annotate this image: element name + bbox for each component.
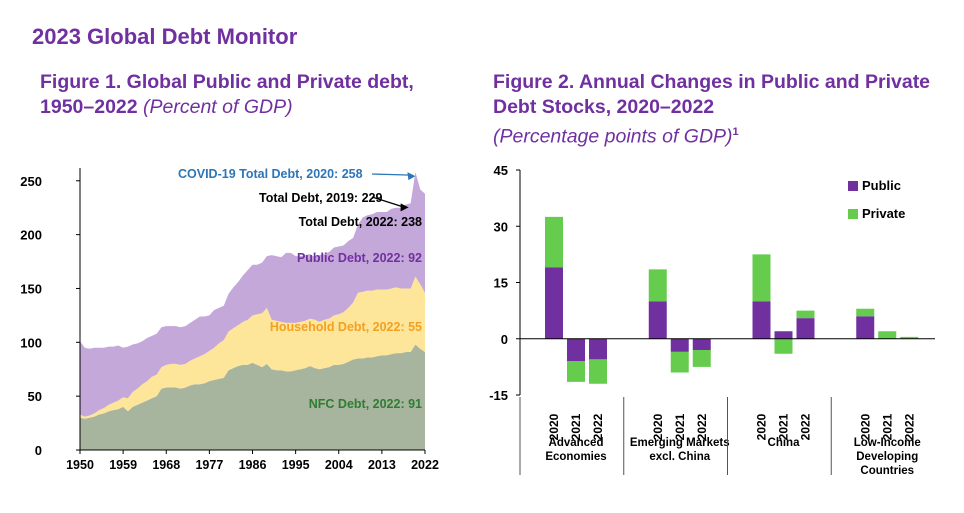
annotation-public-2022: Public Debt, 2022: 92 <box>297 251 422 265</box>
figure2-title: Figure 2. Annual Changes in Public and P… <box>493 70 953 150</box>
y-tick-label: 15 <box>494 276 508 291</box>
x-tick-label: 2021 <box>880 413 894 440</box>
group-label: Economies <box>545 451 606 463</box>
x-tick-label: 1950 <box>66 458 94 472</box>
x-tick-label: 2022 <box>411 458 439 472</box>
x-tick-label: 1977 <box>195 458 223 472</box>
area-public-debt <box>80 172 425 417</box>
bar-public <box>856 316 875 339</box>
annotation-arrow-line <box>371 196 405 209</box>
annotation-arrowhead <box>407 172 416 181</box>
bar-private <box>692 350 711 367</box>
annotation-arrow-line <box>371 173 412 176</box>
annotation-arrowhead <box>400 203 409 212</box>
bar-private <box>567 361 585 382</box>
figure2-title-main: Figure 2. Annual Changes in Public and P… <box>493 71 931 118</box>
bar-private <box>774 338 793 354</box>
x-tick-label: 2022 <box>591 413 605 440</box>
y-tick-label: 50 <box>28 389 42 404</box>
x-tick-label: 2004 <box>325 458 353 472</box>
x-tick-label: 2020 <box>858 413 872 440</box>
x-tick-label: 2022 <box>799 413 813 440</box>
y-tick-label: 0 <box>501 332 508 347</box>
group-label: Low-Income <box>854 437 921 449</box>
y-tick-label: 250 <box>20 174 42 189</box>
x-tick-label: 2020 <box>755 413 769 440</box>
bar-private <box>900 336 919 339</box>
figure1-title: Figure 1. Global Public and Private debt… <box>40 70 470 120</box>
x-tick-label: 2022 <box>902 413 916 440</box>
page-title: 2023 Global Debt Monitor <box>32 24 298 49</box>
group-label: China <box>768 437 801 449</box>
bar-private <box>856 308 875 317</box>
x-tick-label: 1959 <box>109 458 137 472</box>
x-tick-label: 1995 <box>282 458 310 472</box>
bar-public <box>589 338 607 360</box>
annotation-total-2019: Total Debt, 2019: 229 <box>259 191 382 205</box>
area-nfc-debt <box>80 344 425 450</box>
bar-private <box>796 310 815 319</box>
figure2-title-footnote: 1 <box>732 126 739 138</box>
group-label: excl. China <box>649 451 710 463</box>
bar-public <box>796 318 815 339</box>
figure2-title-unit: (Percentage points of GDP) <box>493 125 733 148</box>
bar-public <box>692 338 711 350</box>
annotation-household-2022: Household Debt, 2022: 55 <box>270 320 422 334</box>
bar-private <box>752 254 771 302</box>
bar-private <box>589 359 607 384</box>
x-tick-label: 2020 <box>547 413 561 440</box>
x-tick-label: 2022 <box>695 413 709 440</box>
group-label: Developing <box>856 451 918 463</box>
group-label: Emerging Markets <box>630 437 730 449</box>
group-label: Advanced <box>549 437 604 449</box>
bar-private <box>670 351 689 373</box>
bar-public <box>774 331 793 339</box>
group-label: Countries <box>860 465 914 477</box>
annotation-covid-total-2020: COVID-19 Total Debt, 2020: 258 <box>178 167 363 181</box>
x-tick-label: 1986 <box>239 458 267 472</box>
x-tick-label: 1968 <box>152 458 180 472</box>
y-tick-label: -15 <box>489 388 508 403</box>
figure1-title-main: Figure 1. Global Public and Private debt… <box>40 71 414 118</box>
y-tick-label: 200 <box>20 228 42 243</box>
x-tick-label: 2021 <box>569 413 583 440</box>
bar-public <box>567 338 585 362</box>
x-tick-label: 2021 <box>777 413 791 440</box>
y-tick-label: 0 <box>35 443 42 458</box>
x-tick-label: 2020 <box>651 413 665 440</box>
x-tick-label: 2021 <box>673 413 687 440</box>
bar-public <box>648 301 667 339</box>
bar-public <box>670 338 689 352</box>
annotation-nfc-2022: NFC Debt, 2022: 91 <box>309 397 422 411</box>
bar-private <box>878 331 897 339</box>
bar-public <box>752 301 771 339</box>
y-tick-label: 45 <box>494 163 508 178</box>
bar-private <box>545 216 563 268</box>
legend-swatch-public <box>848 181 858 191</box>
y-tick-label: 150 <box>20 281 42 296</box>
y-tick-label: 30 <box>494 219 508 234</box>
legend-label-public: Public <box>862 178 901 193</box>
x-tick-label: 2013 <box>368 458 396 472</box>
y-tick-label: 100 <box>20 335 42 350</box>
legend-label-private: Private <box>862 206 905 221</box>
bar-public <box>545 267 563 339</box>
annotation-total-2022: Total Debt, 2022: 238 <box>299 215 422 229</box>
legend-swatch-private <box>848 209 858 219</box>
area-household-debt <box>80 276 425 419</box>
figure1-title-unit: (Percent of GDP) <box>143 96 293 118</box>
bar-private <box>648 269 667 302</box>
